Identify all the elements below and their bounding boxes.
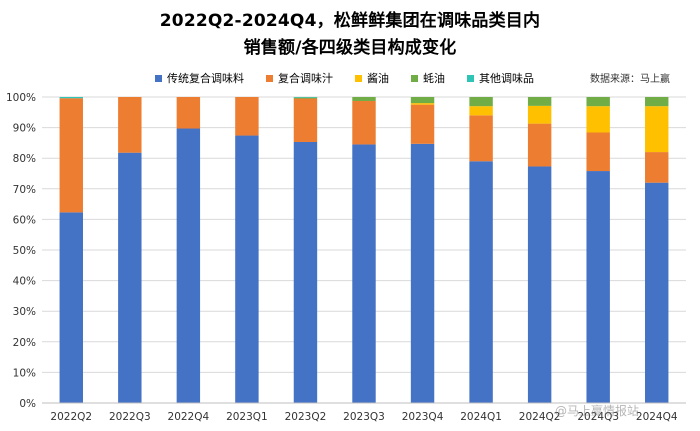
x-tick-label: 2023Q4 bbox=[402, 411, 444, 423]
bar-segment bbox=[352, 97, 376, 101]
bar-segment bbox=[293, 98, 318, 142]
bar-segment bbox=[586, 106, 610, 133]
bar-segment bbox=[645, 97, 669, 107]
legend-swatch bbox=[155, 74, 162, 82]
bar-segment bbox=[410, 97, 435, 104]
bar-segment bbox=[293, 97, 318, 98]
y-tick-label: 50% bbox=[13, 245, 36, 257]
legend-item: 酱油 bbox=[355, 70, 389, 86]
bar-segment bbox=[645, 152, 669, 183]
bar-segment bbox=[586, 132, 610, 172]
y-tick-label: 30% bbox=[13, 306, 36, 318]
x-tick-label: 2022Q3 bbox=[109, 411, 151, 423]
x-tick-label: 2022Q4 bbox=[168, 411, 210, 423]
data-source-note: 数据来源：马上赢 bbox=[590, 74, 670, 85]
y-tick-label: 0% bbox=[19, 398, 36, 410]
bar-segment bbox=[293, 141, 318, 403]
x-tick-label: 2023Q1 bbox=[226, 411, 268, 423]
bar-segment bbox=[645, 182, 669, 403]
bar-segment bbox=[352, 100, 376, 145]
legend-swatch bbox=[467, 74, 474, 82]
y-tick-label: 10% bbox=[13, 367, 36, 379]
y-tick-label: 100% bbox=[6, 92, 36, 104]
legend-label: 传统复合调味料 bbox=[167, 72, 244, 85]
legend-label: 复合调味汁 bbox=[278, 72, 333, 85]
y-tick-label: 70% bbox=[13, 184, 36, 196]
bar-segment bbox=[118, 152, 142, 403]
bar-segment bbox=[469, 161, 493, 403]
chart-title-line2: 销售额/各四级类目构成变化 bbox=[243, 38, 457, 58]
legend-swatch bbox=[266, 74, 273, 82]
y-tick-label: 80% bbox=[13, 153, 36, 165]
bar-segment bbox=[235, 135, 259, 403]
bar-segment bbox=[586, 97, 610, 107]
y-tick-label: 90% bbox=[13, 123, 36, 135]
bar-segment bbox=[527, 97, 552, 106]
bar-segment bbox=[59, 97, 83, 99]
x-tick-label: 2023Q2 bbox=[285, 411, 327, 423]
bar-segment bbox=[469, 115, 493, 162]
bar-segment bbox=[469, 97, 493, 107]
bar-segment bbox=[527, 123, 552, 167]
chart-legend: 传统复合调味料 复合调味汁 酱油 蚝油 其他调味品 bbox=[155, 70, 556, 86]
bar-segment bbox=[527, 166, 552, 403]
bar-segment bbox=[59, 212, 83, 403]
bar-segment bbox=[235, 97, 259, 136]
legend-item: 传统复合调味料 bbox=[155, 70, 244, 86]
bar-segment bbox=[586, 171, 610, 403]
x-tick-label: 2023Q3 bbox=[343, 411, 385, 423]
bar-segment bbox=[410, 143, 435, 403]
x-tick-label: 2024Q1 bbox=[460, 411, 502, 423]
bar-segment bbox=[527, 105, 552, 124]
bar-segment bbox=[59, 98, 83, 213]
bar-segment bbox=[410, 103, 435, 105]
legend-label: 酱油 bbox=[367, 72, 389, 85]
legend-item: 复合调味汁 bbox=[266, 70, 333, 86]
y-tick-label: 20% bbox=[13, 337, 36, 349]
y-tick-label: 40% bbox=[13, 276, 36, 288]
bar-segment bbox=[469, 106, 493, 116]
x-tick-label: 2022Q2 bbox=[50, 411, 92, 423]
legend-item: 蚝油 bbox=[411, 70, 445, 86]
watermark: @马上赢情报站 bbox=[555, 404, 640, 418]
bar-segment bbox=[118, 97, 142, 153]
legend-swatch bbox=[355, 74, 362, 82]
legend-label: 其他调味品 bbox=[479, 72, 534, 85]
bar-segment bbox=[176, 128, 201, 403]
legend-item: 其他调味品 bbox=[467, 70, 534, 86]
bar-segment bbox=[176, 97, 201, 129]
legend-label: 蚝油 bbox=[423, 72, 445, 85]
x-tick-label: 2024Q3 bbox=[577, 411, 619, 423]
chart-title-line1: 2022Q2-2024Q4，松鲜鲜集团在调味品类目内 bbox=[159, 11, 541, 31]
bar-segment bbox=[645, 106, 669, 153]
legend-swatch bbox=[411, 74, 418, 82]
bar-segment bbox=[293, 97, 318, 99]
bar-segment bbox=[352, 144, 376, 403]
bar-segment bbox=[410, 104, 435, 144]
x-tick-label: 2024Q2 bbox=[519, 411, 561, 423]
y-tick-label: 60% bbox=[13, 214, 36, 226]
x-tick-label: 2024Q4 bbox=[636, 411, 678, 423]
